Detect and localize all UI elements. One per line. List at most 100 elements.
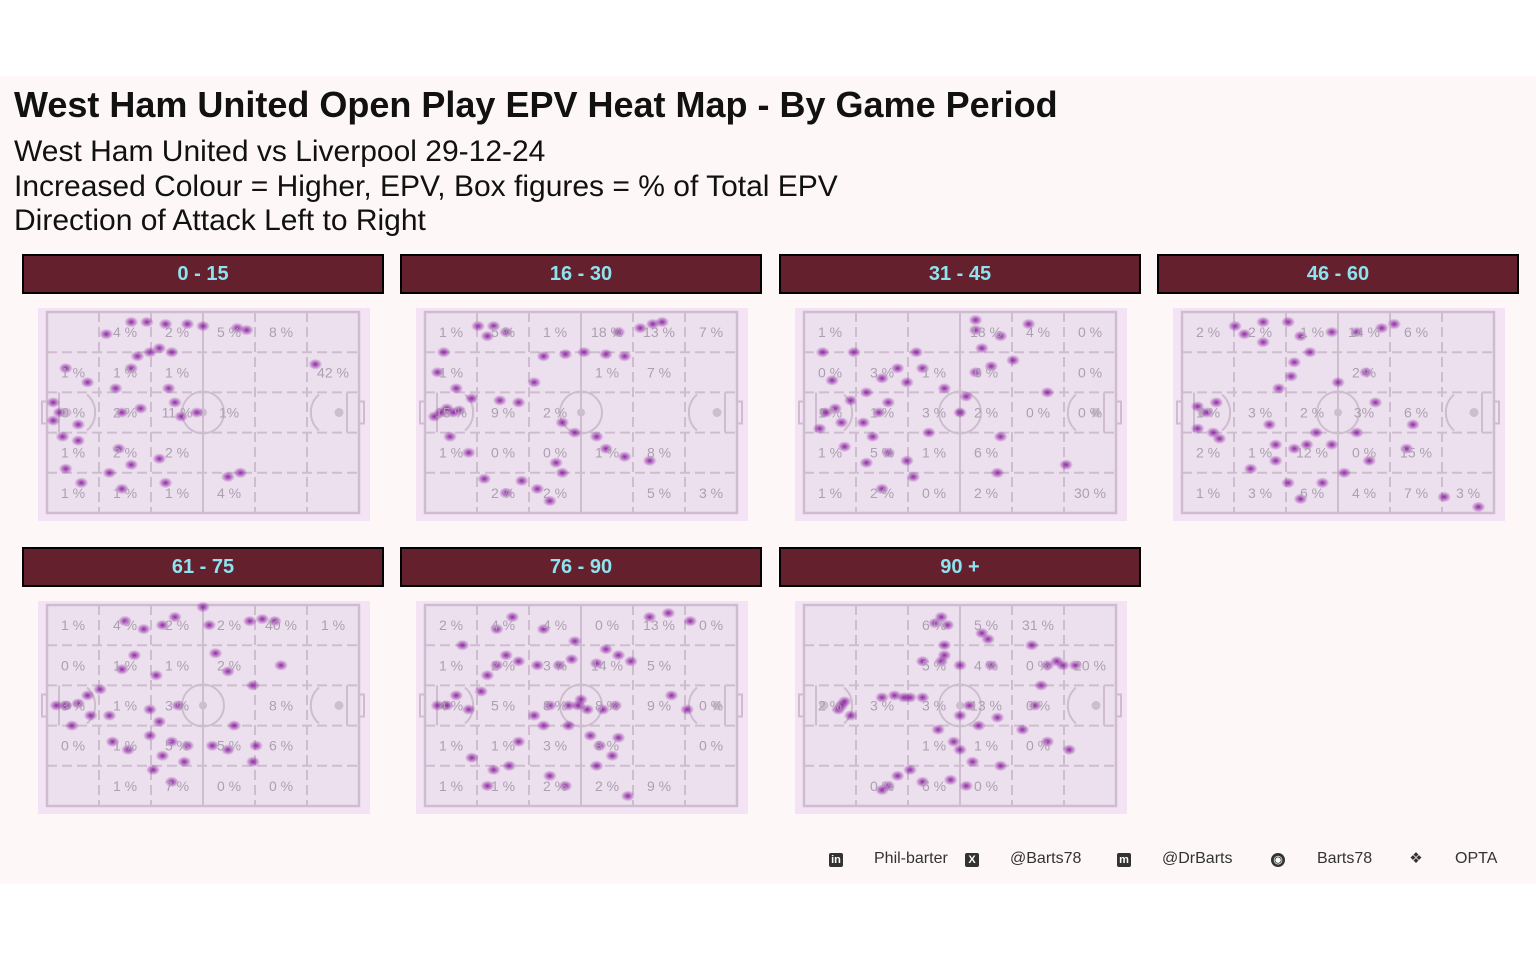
zone-percent-label: 1 % (61, 485, 85, 501)
zone-percent-label: 15 % (1400, 445, 1432, 461)
zone-percent-label: 42 % (317, 364, 349, 380)
heat-point (589, 760, 604, 772)
heat-point (1471, 501, 1486, 513)
heat-point (1437, 491, 1452, 503)
zone-percent-label: 4 % (439, 698, 463, 714)
zone-percent-label: 1 % (321, 617, 345, 633)
heat-point (577, 346, 592, 358)
zone-percent-label: 6 % (922, 617, 946, 633)
zone-percent-label: 1 % (1248, 445, 1272, 461)
heat-point (158, 318, 173, 330)
heat-point (683, 615, 698, 627)
zone-percent-label: 0 % (1026, 657, 1050, 673)
heat-point (536, 623, 551, 635)
heat-point (114, 663, 129, 675)
heat-point (583, 730, 598, 742)
heat-point (452, 404, 467, 416)
subtitle-match: West Ham United vs Liverpool 29-12-24 (14, 135, 546, 168)
heat-point (953, 407, 967, 418)
zone-percent-label: 15 % (435, 405, 467, 421)
zone-percent-label: 14 % (1348, 324, 1380, 340)
zone-percent-label: 1 % (595, 445, 619, 461)
heat-point (1024, 639, 1039, 651)
heat-point (249, 740, 264, 752)
heat-point (940, 619, 955, 631)
zone-percent-label: 2 % (974, 485, 998, 501)
heat-layer (1190, 316, 1486, 513)
zone-percent-label: 0 % (217, 778, 241, 794)
heat-point (680, 704, 695, 716)
heat-point (161, 382, 176, 394)
zone-percent-label: 3 % (543, 657, 567, 673)
period-strip-4: 61 - 75 (22, 547, 384, 587)
zone-percent-label: 1 % (439, 657, 463, 673)
heat-point (242, 615, 257, 627)
heat-point (139, 316, 154, 328)
zone-percent-label: 0 % (1078, 405, 1102, 421)
heat-point (598, 643, 613, 655)
zone-percent-label: 1 % (439, 324, 463, 340)
zone-percent-label: 0 % (269, 778, 293, 794)
zone-percent-label: 5 % (647, 485, 671, 501)
zone-percent-label: 1 % (113, 485, 137, 501)
github-icon: ◉ (1271, 850, 1285, 868)
heat-point (608, 700, 623, 711)
zone-percent-label: 4 % (491, 617, 515, 633)
heat-point (1293, 330, 1308, 342)
heat-point (1262, 419, 1277, 431)
zone-percent-label: 5 % (870, 445, 894, 461)
heat-point (111, 443, 126, 455)
heat-point (617, 451, 632, 463)
zone-percent-label: 0 % (1078, 364, 1102, 380)
mastodon-icon: m (1117, 850, 1131, 868)
heat-point (881, 396, 896, 408)
zone-percent-label: 3 % (165, 698, 189, 714)
heat-point (55, 431, 70, 443)
heat-point (552, 659, 567, 671)
heat-point (180, 318, 195, 330)
heat-point (959, 390, 974, 402)
heat-point (993, 330, 1008, 342)
heat-point (174, 411, 189, 423)
heat-point (1324, 439, 1339, 451)
zone-percent-label: 2 % (818, 698, 842, 714)
heat-point (58, 463, 73, 475)
zone-percent-label: 1 % (165, 485, 189, 501)
heat-point (430, 366, 445, 378)
heat-point (843, 394, 858, 406)
heat-point (1293, 493, 1308, 505)
zone-percent-label: 2 % (165, 617, 189, 633)
heat-point (1271, 382, 1286, 394)
dropbox-icon: ❖ (1409, 850, 1423, 867)
heat-point (859, 457, 874, 469)
heat-point (1040, 736, 1055, 748)
heat-point (461, 704, 476, 716)
heat-point (118, 615, 132, 627)
heat-point (953, 744, 967, 756)
heat-point (455, 639, 470, 651)
zone-percent-label: 0 % (61, 657, 85, 673)
heat-point (903, 691, 918, 703)
heat-point (1190, 400, 1205, 412)
zone-percent-label: 1 % (818, 485, 842, 501)
heat-point (49, 700, 64, 711)
x-twitter-icon: X (965, 850, 979, 868)
heat-point (906, 471, 921, 483)
heat-layer (427, 316, 670, 507)
heat-point (146, 764, 161, 776)
heat-point (220, 471, 235, 483)
heat-point (239, 324, 254, 336)
heat-point (71, 697, 86, 709)
heat-point (155, 750, 170, 762)
heat-point (946, 736, 961, 748)
zone-percent-label: 3 % (61, 698, 85, 714)
heat-point (189, 407, 204, 418)
zone-percent-label: 1 % (439, 445, 463, 461)
heat-point (928, 617, 943, 629)
zone-percent-label: 13 % (643, 324, 675, 340)
zone-percent-label: 5 % (974, 617, 998, 633)
zone-percent-label: 1 % (439, 778, 463, 794)
heat-point (267, 615, 282, 627)
zone-percent-label: 2 % (870, 485, 894, 501)
zone-percent-label: 1 % (922, 364, 946, 380)
